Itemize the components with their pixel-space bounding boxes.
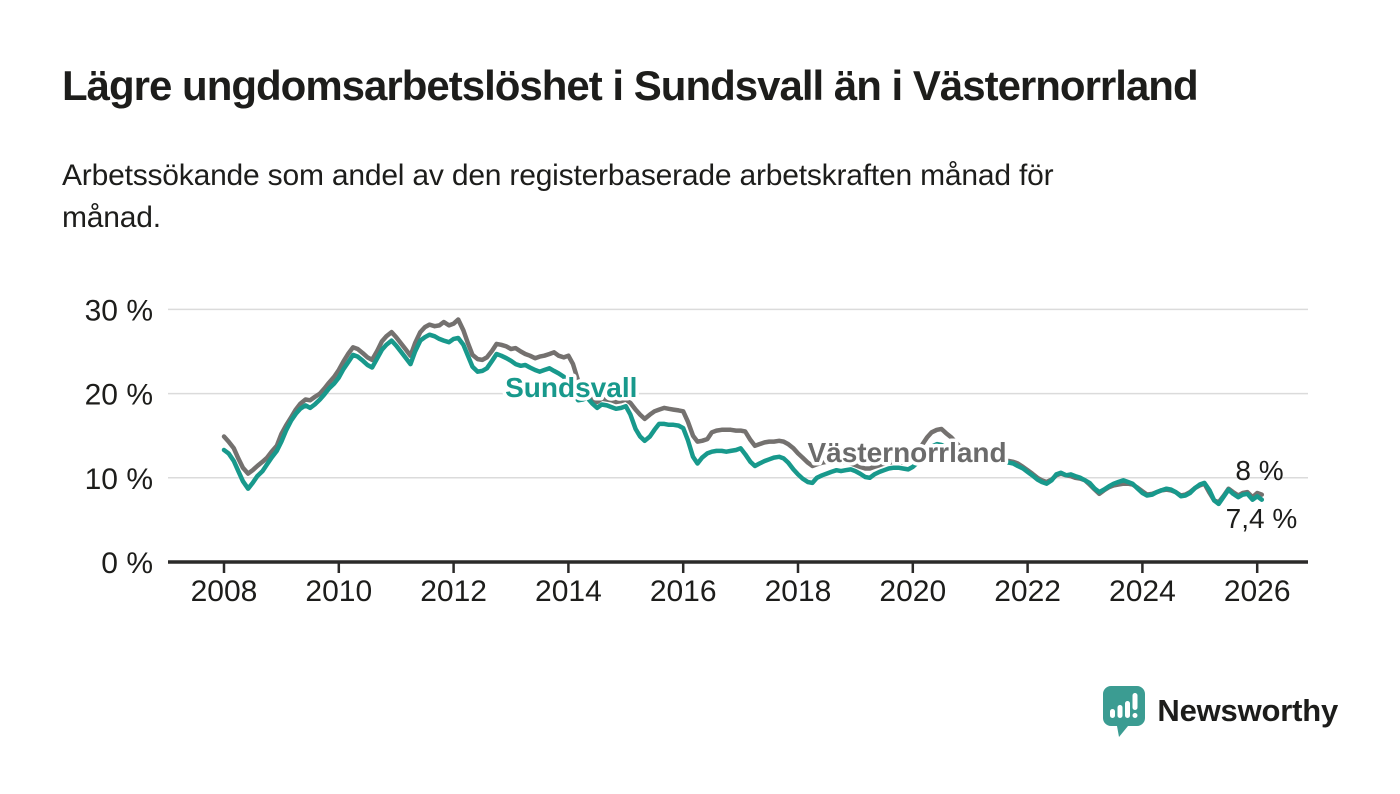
x-axis-tick-label: 2014 <box>535 575 602 608</box>
x-axis-tick-label: 2024 <box>1109 575 1176 608</box>
x-axis-tick-label: 2008 <box>191 575 258 608</box>
x-axis-tick-label: 2010 <box>305 575 372 608</box>
chart-subtitle: Arbetssökande som andel av den registerb… <box>62 155 1302 239</box>
end-value-annotation-1: 7,4 % <box>1226 503 1298 534</box>
y-axis-tick-label: 0 % <box>101 547 153 580</box>
line-chart: 0 % 10 % 20 % 30 % 2008 2010 2012 2014 2016 2018 2… <box>85 294 1308 608</box>
x-axis-tick-label: 2012 <box>420 575 487 608</box>
bar-chart-speech-bubble-icon <box>1103 686 1146 737</box>
series-line-västernorrland <box>221 317 1265 505</box>
page-title: Lägre ungdomsarbetslöshet i Sundsvall än… <box>62 62 1199 109</box>
y-axis-tick-label: 10 % <box>85 463 153 496</box>
subtitle-line-2: månad. <box>62 201 161 234</box>
y-axis-tick-label: 20 % <box>85 379 153 412</box>
subtitle-line-1: Arbetssökande som andel av den registerb… <box>62 159 1054 192</box>
x-axis-tick-label: 2022 <box>994 575 1061 608</box>
x-axis-tick-label: 2026 <box>1224 575 1291 608</box>
end-value-annotation-0: 8 % <box>1235 455 1283 486</box>
series-label-sundsvall: Sundsvall <box>505 372 637 403</box>
series-label-västernorrland: Västernorrland <box>807 437 1006 468</box>
logo-text: Newsworthy <box>1157 693 1338 728</box>
newsworthy-logo: Newsworthy <box>1099 684 1338 738</box>
y-axis-tick-label: 30 % <box>85 294 153 327</box>
series-line-sundsvall <box>221 332 1265 507</box>
x-axis-tick-label: 2018 <box>765 575 832 608</box>
x-axis-tick-label: 2020 <box>879 575 946 608</box>
x-axis-tick-label: 2016 <box>650 575 717 608</box>
